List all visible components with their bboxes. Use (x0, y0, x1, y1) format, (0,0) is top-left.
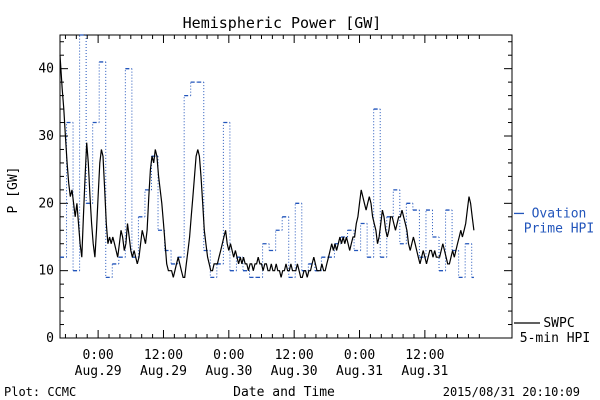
x-tick-time-label: 0:00 (82, 348, 113, 363)
swpc-hpi-line (59, 55, 475, 278)
y-tick-label: 20 (38, 196, 54, 211)
y-tick-label: 10 (38, 264, 54, 279)
y-tick-label: 40 (38, 62, 54, 77)
legend-swpc-label: SWPC (543, 316, 574, 331)
x-tick-time-label: 12:00 (275, 348, 314, 363)
plot-area: 0102030400:00Aug.2912:00Aug.290:00Aug.30… (38, 34, 594, 379)
y-tick-label: 0 (46, 331, 54, 346)
x-tick-date-label: Aug.30 (271, 364, 318, 379)
x-axis-label: Date and Time (233, 385, 335, 400)
chart-title: Hemispheric Power [GW] (183, 14, 382, 32)
x-tick-date-label: Aug.30 (205, 364, 252, 379)
plot-frame (59, 34, 513, 339)
y-tick-label: 30 (38, 129, 54, 144)
legend-ovation-label: Ovation (532, 206, 587, 221)
x-tick-date-label: Aug.31 (336, 364, 383, 379)
x-tick-date-label: Aug.29 (75, 364, 122, 379)
legend-swpc-label: 5-min HPI (520, 331, 590, 346)
legend-ovation-label: Prime HPI (524, 221, 594, 236)
x-tick-time-label: 0:00 (344, 348, 375, 363)
y-axis-label: P [GW] (6, 167, 21, 214)
x-tick-time-label: 12:00 (405, 348, 444, 363)
x-tick-time-label: 0:00 (213, 348, 244, 363)
plot-credit: Plot: CCMC (4, 385, 76, 399)
timestamp: 2015/08/31 20:10:09 (443, 385, 580, 399)
x-tick-date-label: Aug.31 (401, 364, 448, 379)
x-tick-date-label: Aug.29 (140, 364, 187, 379)
x-tick-time-label: 12:00 (144, 348, 183, 363)
